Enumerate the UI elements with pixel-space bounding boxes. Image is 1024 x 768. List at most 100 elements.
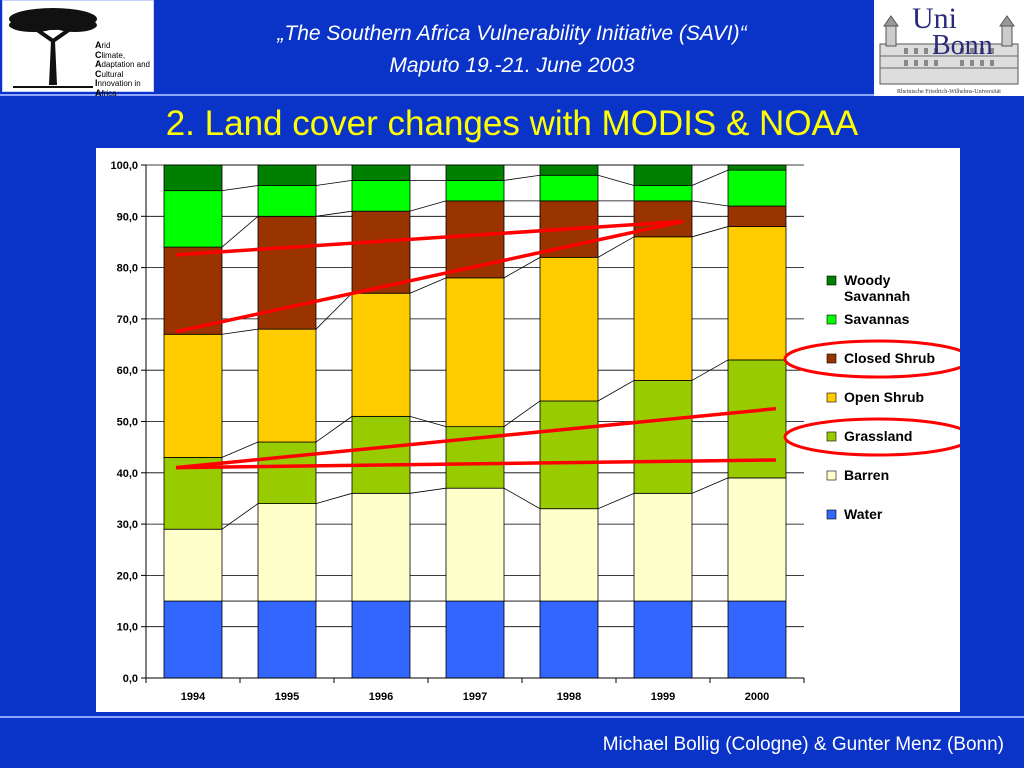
header-line-1: „The Southern Africa Vulnerability Initi… bbox=[277, 22, 747, 45]
y-tick-label: 10,0 bbox=[117, 622, 138, 634]
uni-caption: Rheinische Friedrich-Wilhelms-Universitä… bbox=[897, 89, 1001, 95]
series-connector bbox=[691, 226, 729, 238]
legend-label: Savannah bbox=[844, 288, 910, 304]
x-tick-label: 1994 bbox=[181, 691, 206, 703]
acronym-letter: A bbox=[95, 87, 102, 98]
acronym-word: limate, bbox=[101, 50, 126, 60]
series-connector bbox=[503, 174, 541, 181]
legend-label: Barren bbox=[844, 467, 889, 483]
x-tick-label: 2000 bbox=[745, 691, 769, 703]
bar-segment bbox=[257, 441, 317, 504]
acronym-letter: C bbox=[95, 68, 102, 79]
acronym-line: Climate, bbox=[95, 49, 150, 61]
trend-line bbox=[175, 219, 684, 334]
bar-segment bbox=[351, 492, 411, 602]
series-connector bbox=[409, 415, 447, 428]
bar-segment bbox=[351, 415, 411, 494]
bar-segment bbox=[539, 400, 599, 510]
bar-segment bbox=[727, 205, 787, 227]
bonn-text: Bonn bbox=[932, 30, 993, 61]
acronym-line: Cultural bbox=[95, 68, 150, 80]
uni-text: Uni bbox=[912, 2, 957, 35]
series-connector bbox=[315, 210, 353, 217]
acronym-text: Arid Climate, Adaptation and Cultural Innova… bbox=[95, 41, 150, 98]
series-connector bbox=[503, 400, 541, 427]
bar-segment bbox=[257, 600, 317, 679]
slide-footer: Michael Bollig (Cologne) & Gunter Menz (… bbox=[602, 734, 1004, 755]
bar-segment bbox=[633, 164, 693, 186]
y-tick-label: 70,0 bbox=[117, 314, 138, 326]
bar-segment bbox=[445, 179, 505, 202]
legend-swatch bbox=[826, 314, 837, 325]
legend-label: Grassland bbox=[844, 428, 912, 444]
bar-segment bbox=[539, 174, 599, 202]
bar-segment bbox=[633, 492, 693, 602]
bar-segment bbox=[727, 477, 787, 602]
chart-panel: 0,0 10,0 20,0 30,0 40,0 50,0 60,0 70,0 80,0 90,0 1… bbox=[96, 148, 973, 712]
acronym-word: ultural bbox=[101, 69, 124, 79]
acronym-letter: A bbox=[95, 40, 102, 50]
bar-segment bbox=[727, 600, 787, 679]
slide-header: Arid Climate, Adaptation and Cultural Innova… bbox=[0, 0, 1024, 97]
series-connector bbox=[691, 200, 729, 207]
x-tick-label: 1999 bbox=[651, 691, 675, 703]
y-tick-label: 20,0 bbox=[117, 570, 138, 582]
university-building-icon: Uni Bonn Rheinische Friedrich-Wilhelms-U… bbox=[878, 2, 1020, 95]
y-tick-label: 50,0 bbox=[117, 417, 138, 429]
bar-segment bbox=[445, 600, 505, 679]
series-connector bbox=[503, 256, 541, 279]
acronym-word: frica bbox=[101, 88, 117, 98]
bar-segment bbox=[163, 528, 223, 602]
series-connector bbox=[597, 236, 635, 258]
acronym-letter: I bbox=[95, 78, 98, 88]
bar-segment bbox=[163, 600, 223, 679]
bar-segment bbox=[633, 380, 693, 494]
bar-segment bbox=[351, 292, 411, 417]
x-tick-label: 1998 bbox=[557, 691, 581, 703]
bar-segment bbox=[445, 164, 505, 181]
acronym-line: Adaptation and bbox=[95, 60, 150, 70]
bar-segment bbox=[163, 457, 223, 530]
y-tick-label: 100,0 bbox=[110, 160, 138, 172]
legend-swatch bbox=[826, 470, 837, 481]
bar-segment bbox=[539, 508, 599, 602]
series-connector bbox=[597, 492, 635, 510]
bar-segment bbox=[539, 600, 599, 679]
legend-label: Open Shrub bbox=[844, 389, 924, 405]
bar-segment bbox=[539, 164, 599, 176]
bar-segment bbox=[257, 328, 317, 443]
series-connector bbox=[409, 277, 447, 294]
bar-segment bbox=[727, 164, 787, 171]
series-connector bbox=[315, 179, 353, 186]
y-tick-label: 60,0 bbox=[117, 365, 138, 377]
legend-label: Water bbox=[844, 506, 883, 522]
series-connector bbox=[315, 416, 353, 443]
arid-climate-logo: Arid Climate, Adaptation and Cultural Innova… bbox=[2, 0, 154, 97]
acronym-letter: C bbox=[95, 49, 102, 60]
footer-rule bbox=[0, 716, 1024, 718]
series-connector bbox=[691, 169, 729, 186]
bar-segment bbox=[257, 185, 317, 217]
bar-segment bbox=[163, 333, 223, 458]
bar-segment bbox=[257, 164, 317, 186]
bar-segment bbox=[633, 185, 693, 202]
bar-segment bbox=[163, 190, 223, 248]
series-connector bbox=[691, 477, 729, 494]
legend-swatch bbox=[826, 431, 837, 442]
legend-swatch bbox=[826, 509, 837, 520]
series-connector bbox=[221, 328, 259, 335]
trend-line bbox=[175, 406, 777, 470]
series-connector bbox=[409, 487, 447, 494]
bar-segment bbox=[539, 256, 599, 402]
legend-label: Savannas bbox=[844, 311, 910, 327]
bar-segment bbox=[351, 600, 411, 679]
series-connector bbox=[503, 487, 541, 510]
legend-swatch bbox=[826, 392, 837, 403]
trend-line bbox=[175, 458, 777, 470]
legend-label: Woody bbox=[844, 272, 891, 288]
bar-segment bbox=[727, 226, 787, 361]
series-connector bbox=[221, 185, 259, 192]
land-cover-chart: 0,0 10,0 20,0 30,0 40,0 50,0 60,0 70,0 80,0 90,0 1… bbox=[110, 160, 973, 703]
x-tick-label: 1997 bbox=[463, 691, 487, 703]
y-tick-label: 80,0 bbox=[117, 263, 138, 275]
